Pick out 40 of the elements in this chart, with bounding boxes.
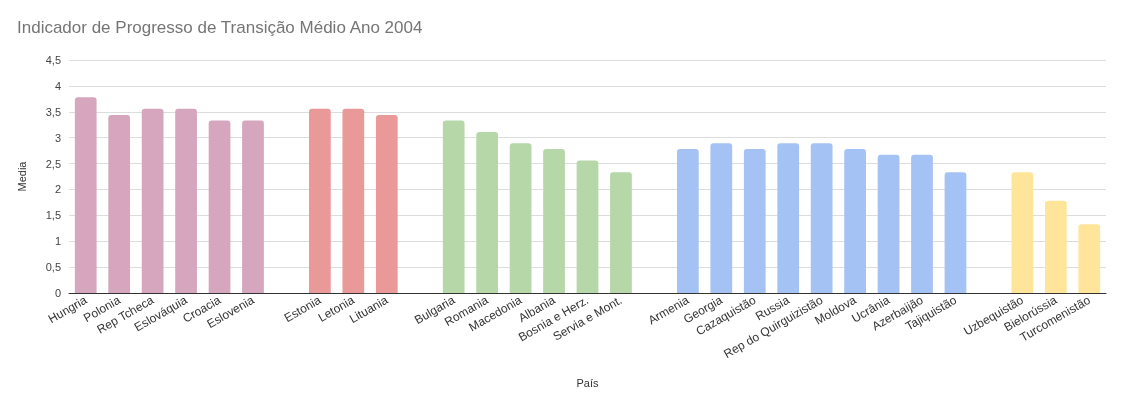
bar [375, 114, 398, 293]
y-tick-label: 0 [54, 287, 61, 299]
y-tick-label: 2 [54, 183, 61, 196]
bar [74, 97, 97, 293]
bar [1078, 224, 1101, 293]
bar [141, 108, 164, 293]
y-tick-label: 2,5 [45, 157, 61, 170]
bar [911, 154, 933, 293]
y-tick-label: 1,5 [45, 209, 61, 222]
bar [208, 120, 231, 293]
bar [610, 172, 632, 293]
y-tick-label: 3,5 [45, 105, 61, 118]
bar [442, 120, 465, 293]
bar [576, 160, 599, 293]
y-tick-label: 3 [54, 131, 61, 144]
y-tick-label: 4 [54, 79, 61, 92]
bar [810, 143, 833, 293]
y-tick-label: 4,5 [45, 54, 61, 66]
bar [242, 120, 264, 293]
y-tick-label: 1 [54, 235, 61, 248]
bar [1044, 200, 1067, 293]
bar [175, 108, 197, 293]
bar [476, 131, 499, 293]
bar [844, 149, 866, 293]
bar [877, 154, 900, 293]
bar [710, 143, 733, 293]
chart-title: Indicador de Progresso de Transição Médio Ano 2004 [17, 18, 423, 37]
bar [743, 149, 766, 293]
y-tick-label: 0,5 [45, 261, 61, 274]
bar [509, 143, 532, 293]
bar [342, 108, 365, 293]
bar [777, 143, 800, 293]
y-axis-title: Media [15, 160, 28, 192]
bar [543, 149, 565, 293]
bar [108, 114, 131, 293]
x-axis-title: País [576, 376, 599, 389]
bar [309, 108, 331, 293]
bar [676, 149, 699, 293]
bar [944, 172, 967, 293]
bar [1011, 172, 1034, 293]
